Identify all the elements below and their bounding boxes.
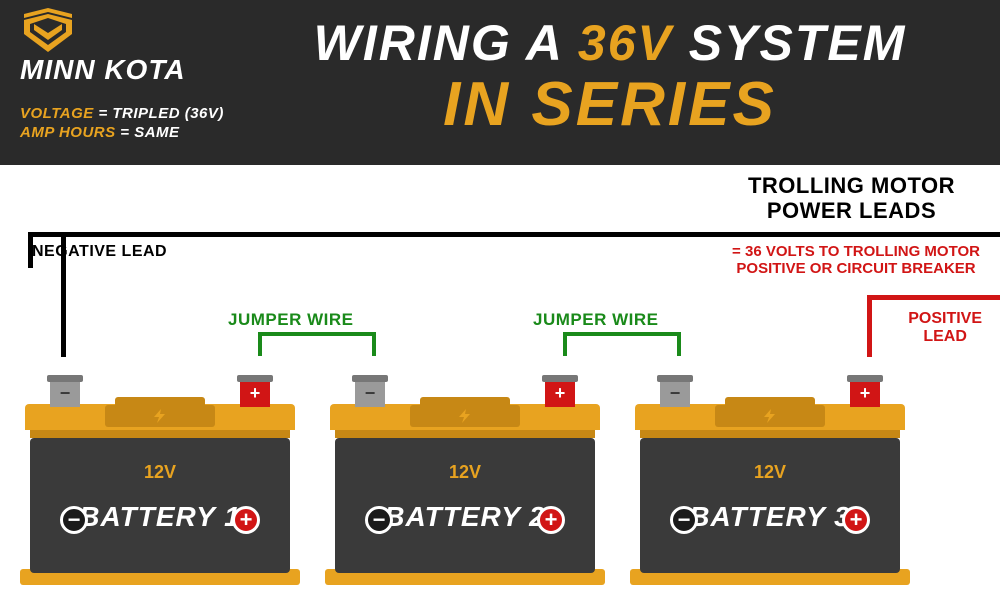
spec-voltage-value: = TRIPLED (36V) [98,105,223,122]
title-line-2: IN SERIES [250,74,970,136]
positive-terminal: + [850,379,880,407]
spec-amp: AMP HOURS = SAME [20,124,224,141]
battery-body: − + 12V BATTERY 1 [30,438,290,573]
positive-note-line2: POSITIVE OR CIRCUIT BREAKER [732,260,980,277]
battery-voltage: 12V [754,462,786,483]
plus-symbol-icon: + [232,506,260,534]
title-line-1: WIRING A 36V SYSTEM [250,18,970,68]
negative-terminal: − [50,379,80,407]
battery-handle [420,397,510,409]
positive-terminal-cap [847,375,883,382]
positive-note-line1: = 36 VOLTS TO TROLLING MOTOR [732,243,980,260]
positive-lead-note: = 36 VOLTS TO TROLLING MOTOR POSITIVE OR… [732,243,980,278]
minus-symbol-icon: − [60,506,88,534]
negative-terminal: − [355,379,385,407]
battery-handle [115,397,205,409]
negative-terminal: − [660,379,690,407]
spec-block: VOLTAGE = TRIPLED (36V) AMP HOURS = SAME [20,105,224,143]
title-block: WIRING A 36V SYSTEM IN SERIES [250,18,970,136]
battery-2: − + 12V BATTERY 2 − + [325,375,605,585]
jumper-wire [563,332,681,356]
power-leads-title: TROLLING MOTOR POWER LEADS [748,173,955,224]
positive-terminal-cap [237,375,273,382]
battery-name: BATTERY 1 [79,501,240,533]
minus-symbol-icon: − [670,506,698,534]
battery-body: − + 12V BATTERY 3 [640,438,900,573]
battery-name: BATTERY 2 [384,501,545,533]
positive-terminal: + [545,379,575,407]
title-part-3: SYSTEM [673,15,906,71]
title-part-2: 36V [578,15,673,71]
spec-voltage-label: VOLTAGE [20,105,94,122]
title-part-1: WIRING A [314,15,578,71]
spec-amp-value: = SAME [120,124,179,141]
minus-symbol-icon: − [365,506,393,534]
battery-name: BATTERY 3 [689,501,850,533]
battery-voltage: 12V [449,462,481,483]
jumper-wire [258,332,376,356]
brand-shield-icon [20,8,76,56]
brand-logo-area: MINN KOTA [20,8,186,86]
battery-voltage: 12V [144,462,176,483]
positive-terminal: + [240,379,270,407]
jumper-wire-label: JUMPER WIRE [533,310,658,330]
positive-lead-line1: POSITIVE [908,310,982,328]
negative-terminal-cap [47,375,83,382]
leads-title-line2: POWER LEADS [748,198,955,223]
positive-terminal-cap [542,375,578,382]
negative-lead-label: NEGATIVE LEAD [32,243,167,261]
wiring-diagram: TROLLING MOTOR POWER LEADS NEGATIVE LEAD… [0,165,1000,589]
battery-body: − + 12V BATTERY 2 [335,438,595,573]
bolt-icon [456,409,474,423]
plus-symbol-icon: + [537,506,565,534]
brand-name: MINN KOTA [20,54,186,86]
jumper-wire-label: JUMPER WIRE [228,310,353,330]
negative-terminal-cap [352,375,388,382]
plus-symbol-icon: + [842,506,870,534]
battery-handle [725,397,815,409]
bolt-icon [151,409,169,423]
battery-1: − + 12V BATTERY 1 − + [20,375,300,585]
battery-3: − + 12V BATTERY 3 − + [630,375,910,585]
header-bar: MINN KOTA VOLTAGE = TRIPLED (36V) AMP HO… [0,0,1000,165]
leads-title-line1: TROLLING MOTOR [748,173,955,198]
bolt-icon [761,409,779,423]
spec-amp-label: AMP HOURS [20,124,116,141]
positive-lead-line2: LEAD [908,328,982,346]
spec-voltage: VOLTAGE = TRIPLED (36V) [20,105,224,122]
negative-terminal-cap [657,375,693,382]
positive-lead-label: POSITIVE LEAD [908,310,982,345]
